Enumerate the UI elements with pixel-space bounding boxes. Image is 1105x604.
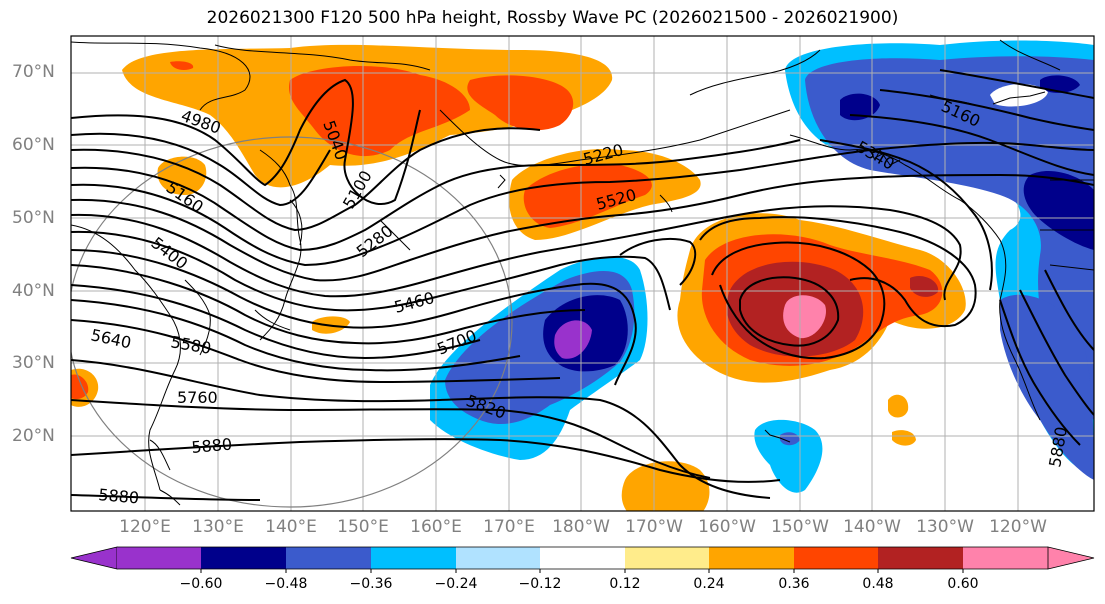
lon-label: 180°W	[552, 517, 610, 537]
lon-label: 170°W	[625, 517, 683, 537]
reference-circle	[71, 136, 513, 508]
colorbar-tick-label: 0.48	[862, 576, 894, 592]
height-contours	[71, 69, 1094, 501]
colorbar-tick-label: −0.24	[434, 576, 478, 592]
lon-label: 130°W	[916, 517, 974, 537]
lat-label: 60°N	[12, 135, 55, 155]
colorbar-tick-label: 0.12	[609, 576, 641, 592]
lon-label: 160°W	[698, 517, 756, 537]
colorbar-tick-label: 0.24	[693, 576, 725, 592]
lon-label: 150°W	[771, 517, 829, 537]
lon-label: 140°W	[843, 517, 901, 537]
contour-label: 5880	[191, 435, 233, 457]
colorbar-tick-label: −0.48	[264, 576, 308, 592]
lon-label: 120°W	[989, 517, 1047, 537]
colorbar-tick-label: 0.36	[778, 576, 810, 592]
contour-label: 5880	[98, 485, 140, 507]
lat-label: 70°N	[12, 62, 55, 82]
lat-label: 20°N	[12, 426, 55, 446]
map-frame	[70, 35, 1095, 512]
lon-label: 160°E	[410, 517, 462, 537]
lon-label: 170°E	[483, 517, 535, 537]
colorbar-tick-label: 0.60	[947, 576, 979, 592]
colorbar	[70, 546, 1095, 573]
map-title: 2026021300 F120 500 hPa height, Rossby W…	[206, 8, 899, 28]
coastlines	[71, 39, 1094, 506]
colorbar-tick-label: −0.60	[179, 576, 223, 592]
lat-label: 50°N	[12, 208, 55, 228]
colorbar-tick-label: −0.36	[349, 576, 393, 592]
lat-label: 30°N	[12, 353, 55, 373]
contour-label: 5760	[177, 388, 218, 407]
lat-label: 40°N	[12, 281, 55, 301]
lon-label: 140°E	[265, 517, 317, 537]
colorbar-tick-label: −0.12	[518, 576, 562, 592]
lon-label: 130°E	[192, 517, 244, 537]
lon-label: 120°E	[119, 517, 171, 537]
lon-label: 150°E	[337, 517, 389, 537]
positive-anomaly-regions	[71, 44, 966, 511]
